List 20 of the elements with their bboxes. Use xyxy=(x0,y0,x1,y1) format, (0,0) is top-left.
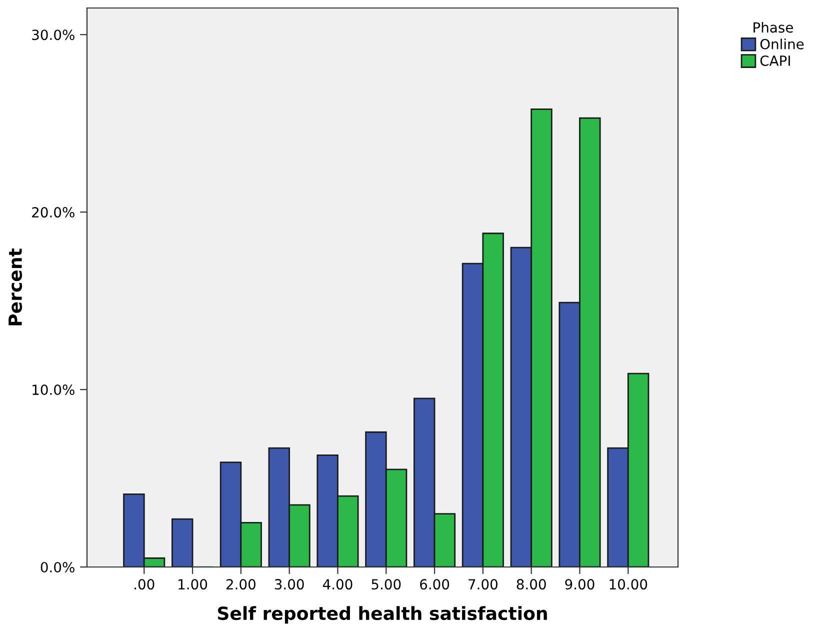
legend-label: Online xyxy=(760,38,804,50)
x-tick-label: 2.00 xyxy=(226,579,256,590)
x-tick-label: 3.00 xyxy=(274,579,304,590)
x-tick-label: 7.00 xyxy=(468,579,498,590)
y-tick-label: 0.0% xyxy=(40,562,74,572)
x-tick-label: 5.00 xyxy=(372,579,401,590)
legend-label: CAPI xyxy=(760,55,790,66)
y-tick-label: 30.0% xyxy=(32,30,74,40)
x-tick-label: 6.00 xyxy=(420,579,450,590)
y-tick-label: 20.0% xyxy=(32,207,74,218)
x-tick-label: 8.00 xyxy=(516,579,546,590)
x-tick-label: .00 xyxy=(134,579,154,590)
x-tick-label: 1.00 xyxy=(178,579,208,590)
x-tick-label: 10.00 xyxy=(610,579,648,590)
legend-title: Phase xyxy=(754,22,793,33)
x-tick-label: 4.00 xyxy=(322,579,352,590)
y-tick-label: 10.0% xyxy=(32,384,74,396)
x-tick-label: 9.00 xyxy=(565,579,594,590)
y-axis-title: Percent xyxy=(8,248,22,326)
x-axis-title: Self reported health satisfaction xyxy=(218,606,547,624)
